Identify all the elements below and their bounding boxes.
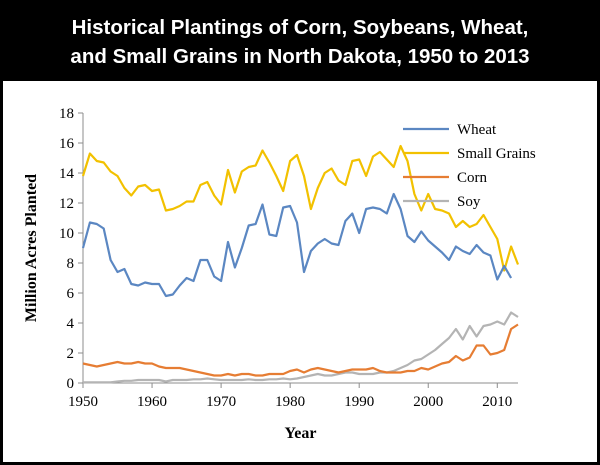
chart-title-line-1: Historical Plantings of Corn, Soybeans, …: [71, 16, 529, 39]
series-lines: [81, 144, 520, 384]
series-line-wheat: [81, 192, 513, 298]
y-tick-label: 8: [67, 256, 75, 272]
y-tick-label: 0: [67, 376, 75, 392]
legend-label-small-grains: Small Grains: [457, 146, 536, 162]
x-tick-label: 2010: [482, 394, 512, 410]
y-tick-label: 12: [59, 196, 74, 212]
y-tick-label: 14: [59, 166, 75, 182]
y-axis-title: Million Acres Planted: [23, 174, 40, 322]
x-tick-label: 1970: [206, 394, 236, 410]
x-tick-label: 1950: [68, 394, 98, 410]
legend-label-corn: Corn: [457, 170, 488, 186]
y-tick-label: 6: [67, 286, 75, 302]
y-tick-label: 10: [59, 226, 74, 242]
x-tick-label: 2000: [413, 394, 443, 410]
y-tick-label: 16: [59, 136, 75, 152]
legend: Wheat Small Grains Corn Soy: [403, 122, 536, 210]
line-chart: 1950 1960 1970 1980 1990 2000 2010 0 2 4 6 8 10 12 14…: [23, 106, 536, 442]
chart-title: Historical Plantings of Corn, Soybeans, …: [3, 3, 597, 81]
y-tick-label: 18: [59, 106, 74, 122]
x-axis-title: Year: [285, 425, 317, 442]
y-tick-label: 2: [67, 346, 75, 362]
axes: [78, 112, 518, 388]
y-tick-labels: 0 2 4 6 8 10 12 14 16 18: [59, 106, 75, 392]
series-line-soy: [83, 311, 519, 384]
x-tick-label: 1990: [344, 394, 374, 410]
series-line-small-grains: [81, 144, 520, 272]
legend-label-wheat: Wheat: [457, 122, 497, 138]
series-line-corn: [82, 323, 519, 377]
x-tick-labels: 1950 1960 1970 1980 1990 2000 2010: [68, 394, 512, 410]
chart-title-line-2: and Small Grains in North Dakota, 1950 t…: [70, 45, 530, 68]
x-tick-label: 1980: [275, 394, 305, 410]
y-tick-label: 4: [67, 316, 75, 332]
legend-label-soy: Soy: [457, 194, 481, 210]
x-tick-label: 1960: [137, 394, 167, 410]
